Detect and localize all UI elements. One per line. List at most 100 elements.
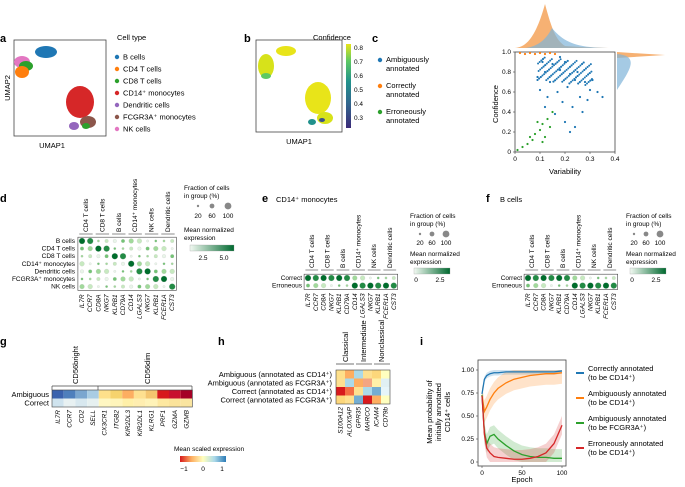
- dotplot-dot: [345, 284, 349, 287]
- scatter-point: [538, 51, 542, 55]
- group-label: NK cells: [149, 207, 156, 232]
- size-tick: 100: [655, 240, 666, 247]
- scatter-point: [540, 67, 543, 70]
- dotplot-dot: [602, 282, 610, 289]
- scatter-point: [523, 52, 527, 56]
- heatmap-gene-label: S100A12: [338, 407, 345, 434]
- dotplot-dot: [104, 277, 109, 281]
- gene-label: CD14: [572, 293, 579, 310]
- row-label: Correct: [501, 275, 523, 282]
- dotplot-dot: [580, 275, 586, 281]
- dotplot-dot: [550, 284, 553, 287]
- line-series: [481, 370, 563, 462]
- legend-label-fcgr3a: FCGR3A⁺ monocytes: [123, 113, 196, 122]
- scatter-point: [559, 58, 562, 61]
- gene-label: NKG7: [367, 293, 374, 311]
- group-label: CD4 T cells: [83, 198, 90, 232]
- scatter-point: [590, 78, 593, 81]
- scatter-point: [561, 80, 564, 83]
- group-label: B cells: [116, 212, 123, 232]
- color-legend-title: expression: [410, 259, 442, 266]
- color-legend-bar: [189, 244, 235, 252]
- x-tick-label: 0.3: [585, 156, 594, 163]
- cbar-tick: 0.8: [354, 45, 363, 52]
- group-label: CD14⁺ monocytes: [132, 178, 139, 232]
- scatter-point: [537, 62, 540, 65]
- scatter-ylabel: Confidence: [491, 85, 500, 123]
- scatter-point: [541, 122, 544, 126]
- color-tick: 2.5: [198, 255, 207, 262]
- heatmap-row-label: Correct (annotated as CD14⁺): [232, 387, 333, 396]
- dotplot-dot: [320, 274, 327, 282]
- heatmap-cell: [336, 370, 345, 379]
- scatter-point: [564, 77, 567, 80]
- y-tick-label: 0.4: [502, 109, 511, 116]
- x-tick-label: 0.4: [610, 156, 619, 163]
- color-legend-title: Mean normalized: [184, 227, 234, 234]
- heatmap-row-label: Ambiguous (annotated as FCGR3A⁺): [208, 378, 333, 387]
- gene-label: NKG7: [587, 293, 594, 311]
- dotplot-dot: [119, 253, 127, 260]
- scatter-point: [539, 68, 542, 71]
- scatter-point: [531, 138, 534, 142]
- scatter-point: [541, 60, 544, 64]
- dotplot-dot: [146, 239, 149, 243]
- legend-label: Erroneously: [386, 107, 426, 116]
- group-label: B cells: [340, 248, 347, 268]
- size-legend-dot: [429, 231, 435, 237]
- panel-c: c Ambiguously annotated Correctly annota…: [372, 4, 665, 176]
- scatter-point: [542, 58, 544, 61]
- dotplot-frame: [523, 273, 618, 290]
- scatter-point: [577, 65, 580, 68]
- cluster-cd4-t: [15, 66, 29, 78]
- gene-label: CST3: [611, 293, 618, 310]
- heatmap-row-label: Correct: [24, 398, 50, 407]
- y-tick-label: 0.2: [502, 129, 511, 136]
- group-label-cd56bright: CD56bright: [71, 345, 80, 384]
- cluster-dendritic: [69, 122, 79, 130]
- scatter-point: [560, 73, 563, 76]
- scatter-point: [536, 75, 539, 79]
- gene-label: CD14: [352, 293, 359, 310]
- dotplot-dot: [604, 276, 608, 280]
- dotplot-dot: [343, 274, 351, 282]
- scatter-point: [561, 100, 564, 104]
- scatter-point: [568, 130, 572, 134]
- size-tick: 20: [630, 240, 638, 247]
- dotplot-dot: [360, 275, 366, 281]
- scatter-point: [589, 79, 592, 82]
- gene-label: NKG7: [104, 294, 111, 312]
- scatter-point: [562, 79, 565, 82]
- scatter-point: [543, 52, 547, 56]
- scatter-point: [558, 68, 562, 72]
- dotplot-dot: [136, 238, 142, 244]
- scatter-point: [543, 135, 547, 139]
- scatter-point: [555, 70, 558, 73]
- dotplot-dot: [111, 253, 118, 260]
- dotplot-dot: [541, 283, 547, 289]
- scatter-point: [583, 80, 587, 84]
- y-tick-label: 0: [470, 459, 474, 466]
- dotplot-dot: [80, 277, 84, 281]
- dotplot-dot: [328, 274, 335, 282]
- scatter-point: [588, 88, 592, 92]
- dotplot-dot: [97, 285, 100, 288]
- scatter-point: [583, 76, 586, 79]
- heatmap-colorbar: [180, 456, 226, 462]
- y-tick-label: 0.75: [461, 390, 474, 397]
- dotplot-dot: [120, 276, 126, 282]
- legend-label: annotated: [386, 90, 419, 99]
- dotplot-dot: [145, 261, 151, 267]
- dotplot-dot: [571, 282, 578, 289]
- gene-label: NKG7: [145, 294, 152, 312]
- scatter-point: [552, 80, 555, 83]
- heatmap-cell: [52, 390, 64, 399]
- gene-label: CD8A: [541, 293, 548, 310]
- gene-label: LGALS3: [360, 293, 367, 318]
- cbar-tick: 0.3: [354, 115, 363, 122]
- dotplot-dot: [153, 269, 158, 274]
- scatter-point: [565, 61, 568, 64]
- scatter-point: [578, 73, 581, 76]
- heatmap-cell: [372, 370, 381, 379]
